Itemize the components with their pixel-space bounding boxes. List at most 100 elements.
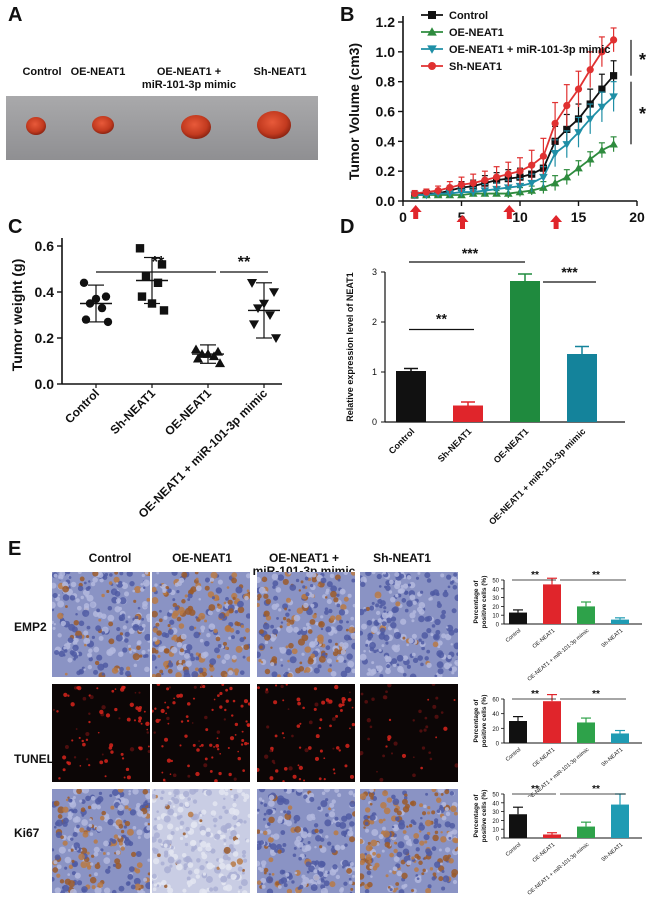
cell [451, 608, 457, 614]
cell [419, 590, 424, 594]
cell [152, 627, 158, 633]
cell [156, 884, 160, 888]
cell [286, 572, 290, 574]
cell [363, 826, 366, 829]
cell [179, 836, 184, 841]
cell [426, 662, 432, 668]
cell [56, 873, 61, 878]
cell [135, 615, 139, 620]
cell [171, 636, 176, 641]
cell [247, 724, 250, 728]
cell [142, 789, 149, 795]
cell [135, 851, 142, 857]
cell [261, 884, 266, 889]
cell [244, 741, 248, 746]
cell [280, 684, 284, 689]
cell [407, 583, 412, 587]
cell [284, 812, 292, 820]
cell [427, 884, 432, 889]
cell [76, 670, 81, 676]
cell [371, 829, 379, 836]
cell [263, 593, 269, 599]
cell [390, 752, 394, 755]
cell [199, 686, 202, 689]
data-point [103, 317, 113, 327]
cell [241, 730, 244, 733]
cell [266, 888, 274, 893]
cell [124, 820, 131, 827]
cell [384, 585, 387, 589]
cell [189, 625, 195, 631]
cell [334, 816, 339, 821]
cell [99, 578, 104, 583]
cell [207, 610, 213, 616]
cell [173, 794, 177, 798]
cell [159, 583, 162, 587]
cell [328, 639, 333, 644]
cell [280, 810, 283, 814]
panel-e-col-sh-neat1: Sh-NEAT1 [373, 551, 431, 565]
cell [156, 823, 164, 831]
cell [122, 625, 127, 630]
cell [409, 612, 416, 619]
cell [453, 642, 458, 650]
cell [437, 668, 444, 675]
cell [281, 732, 285, 735]
cell [242, 655, 246, 659]
cell [186, 719, 190, 723]
cell [246, 656, 250, 662]
cell [63, 646, 67, 650]
cell [72, 808, 78, 814]
cell [348, 691, 351, 694]
data-point [574, 129, 583, 137]
cell [146, 597, 150, 602]
cell [396, 810, 402, 816]
cell [257, 767, 260, 772]
cell [68, 798, 73, 803]
cell [441, 869, 445, 874]
y-tick-label: 1 [372, 367, 377, 377]
cell [195, 771, 200, 777]
cell [390, 621, 397, 629]
cell [424, 616, 430, 622]
cell [241, 739, 245, 743]
cell [331, 717, 336, 721]
cell [403, 883, 408, 888]
cell [115, 850, 121, 855]
cell [448, 667, 453, 671]
cell [228, 608, 234, 614]
cell [230, 635, 235, 640]
cell [434, 618, 441, 626]
cell [228, 670, 234, 676]
cell [366, 672, 371, 676]
cell [374, 862, 380, 868]
data-point [562, 172, 572, 181]
cell [409, 594, 416, 601]
cell [87, 805, 92, 810]
cell [393, 631, 402, 640]
cell [136, 641, 141, 646]
cell [92, 572, 99, 577]
cell [270, 746, 274, 751]
cell [259, 645, 263, 649]
cell [240, 879, 248, 887]
cell [313, 667, 320, 674]
cell [424, 656, 429, 661]
cell [294, 869, 301, 876]
cell [181, 853, 187, 858]
cell [236, 789, 243, 793]
cell [447, 654, 452, 660]
cell [315, 621, 319, 626]
cell [413, 838, 419, 845]
cell [335, 642, 338, 646]
cell [200, 743, 204, 747]
cell [126, 666, 131, 671]
cell [275, 769, 279, 773]
cell [118, 717, 121, 720]
cell [129, 809, 137, 816]
cell [86, 851, 90, 855]
cell [336, 603, 341, 608]
cell [352, 811, 355, 817]
cell [257, 602, 260, 608]
x-tick-label: Control [62, 386, 102, 426]
